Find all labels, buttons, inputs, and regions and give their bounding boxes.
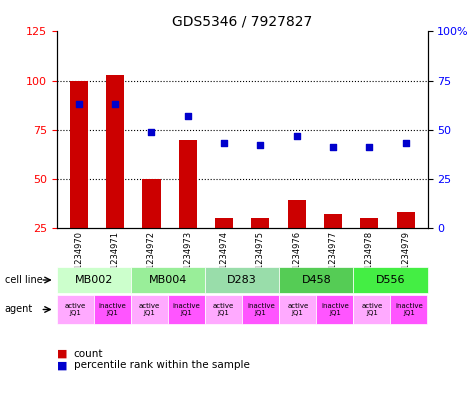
Text: inactive
JQ1: inactive JQ1 bbox=[173, 303, 200, 316]
Point bbox=[329, 144, 337, 151]
Point bbox=[220, 140, 228, 147]
Bar bbox=[361, 218, 379, 277]
Title: GDS5346 / 7927827: GDS5346 / 7927827 bbox=[172, 15, 313, 29]
Bar bbox=[288, 200, 306, 277]
Text: active
JQ1: active JQ1 bbox=[361, 303, 382, 316]
Text: inactive
JQ1: inactive JQ1 bbox=[247, 303, 275, 316]
Text: active
JQ1: active JQ1 bbox=[287, 303, 308, 316]
Text: percentile rank within the sample: percentile rank within the sample bbox=[74, 360, 249, 371]
Text: D458: D458 bbox=[302, 275, 331, 285]
Bar bbox=[179, 140, 197, 277]
Bar bbox=[251, 218, 269, 277]
Text: cell line: cell line bbox=[5, 275, 42, 285]
Text: ■: ■ bbox=[57, 360, 67, 371]
Text: active
JQ1: active JQ1 bbox=[65, 303, 86, 316]
Bar bbox=[215, 218, 233, 277]
Text: inactive
JQ1: inactive JQ1 bbox=[99, 303, 126, 316]
Bar bbox=[70, 81, 88, 277]
Text: active
JQ1: active JQ1 bbox=[139, 303, 160, 316]
Bar bbox=[397, 212, 415, 277]
Point bbox=[148, 129, 155, 135]
Text: MB002: MB002 bbox=[75, 275, 113, 285]
Bar bbox=[142, 179, 161, 277]
Point bbox=[366, 144, 373, 151]
Text: inactive
JQ1: inactive JQ1 bbox=[395, 303, 423, 316]
Point bbox=[293, 132, 301, 139]
Text: ■: ■ bbox=[57, 349, 67, 359]
Text: D556: D556 bbox=[376, 275, 405, 285]
Point bbox=[111, 101, 119, 107]
Text: MB004: MB004 bbox=[149, 275, 187, 285]
Point bbox=[184, 113, 191, 119]
Text: count: count bbox=[74, 349, 103, 359]
Point bbox=[402, 140, 409, 147]
Text: agent: agent bbox=[5, 305, 33, 314]
Bar bbox=[106, 75, 124, 277]
Point bbox=[75, 101, 83, 107]
Point bbox=[256, 142, 264, 149]
Text: D283: D283 bbox=[228, 275, 257, 285]
Text: inactive
JQ1: inactive JQ1 bbox=[321, 303, 349, 316]
Bar bbox=[324, 214, 342, 277]
Text: active
JQ1: active JQ1 bbox=[213, 303, 234, 316]
